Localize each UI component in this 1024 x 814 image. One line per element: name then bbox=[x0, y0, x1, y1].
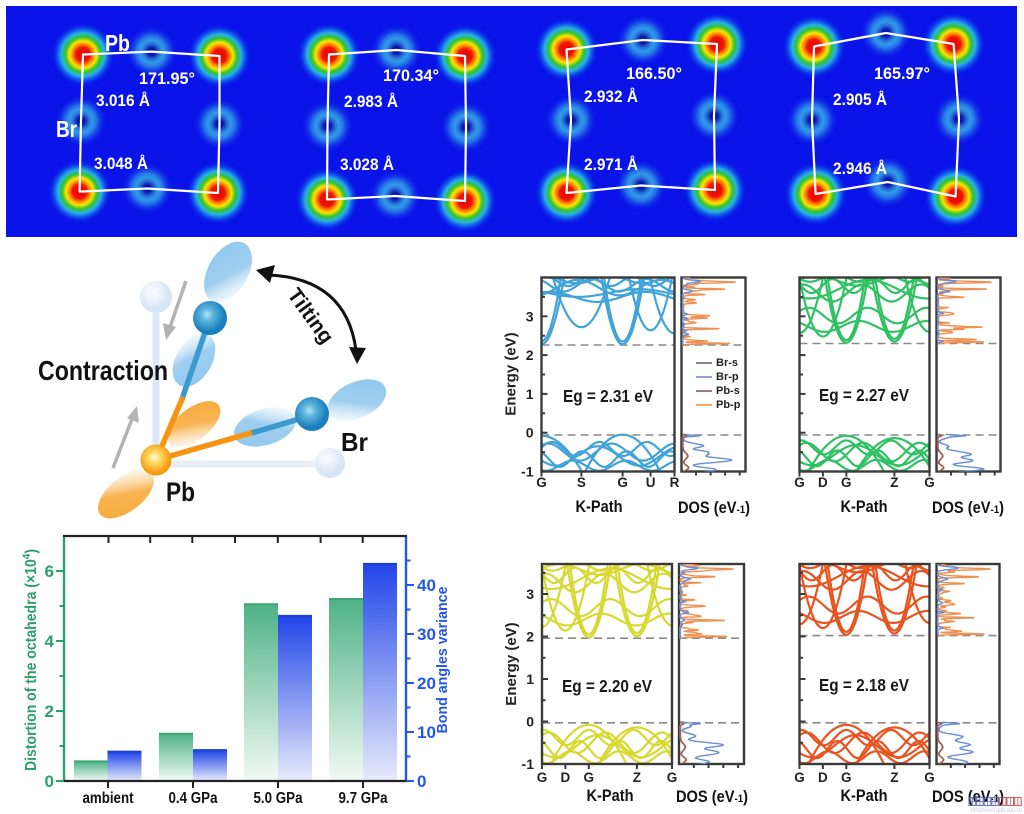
svg-text:6: 6 bbox=[45, 562, 54, 581]
svg-text:D: D bbox=[818, 475, 828, 490]
svg-text:Pb-s: Pb-s bbox=[716, 385, 740, 397]
svg-text:ambient: ambient bbox=[83, 790, 135, 807]
svg-text:2.905 Å: 2.905 Å bbox=[833, 90, 887, 109]
svg-text:Br-p: Br-p bbox=[716, 371, 739, 383]
svg-text:G: G bbox=[667, 770, 678, 785]
svg-text:Bond angles variance: Bond angles variance bbox=[434, 587, 451, 734]
svg-text:Distortion of the octahedra (×: Distortion of the octahedra (×104) bbox=[21, 549, 40, 771]
svg-text:K-Path: K-Path bbox=[841, 787, 888, 805]
svg-text:Z: Z bbox=[890, 475, 898, 490]
svg-text:3.028 Å: 3.028 Å bbox=[340, 155, 394, 174]
svg-text:Eg = 2.31 eV: Eg = 2.31 eV bbox=[563, 386, 653, 406]
svg-text:165.97°: 165.97° bbox=[874, 65, 930, 83]
svg-text:0: 0 bbox=[45, 772, 54, 791]
svg-text:Z: Z bbox=[890, 770, 898, 785]
svg-text:G: G bbox=[536, 475, 547, 490]
svg-text:G: G bbox=[924, 475, 935, 490]
svg-text:DOS (eV-1): DOS (eV-1) bbox=[678, 499, 750, 517]
svg-text:Pb-p: Pb-p bbox=[716, 399, 741, 411]
svg-text:170.34°: 170.34° bbox=[383, 67, 439, 85]
svg-text:DOS (eV-1): DOS (eV-1) bbox=[676, 788, 748, 806]
svg-text:171.95°: 171.95° bbox=[139, 70, 195, 88]
svg-text:2: 2 bbox=[45, 702, 54, 721]
svg-text:Energy (eV): Energy (eV) bbox=[503, 622, 520, 705]
svg-text:D: D bbox=[561, 770, 571, 785]
svg-text:2: 2 bbox=[526, 629, 534, 645]
svg-text:G: G bbox=[794, 475, 805, 490]
svg-text:Contraction: Contraction bbox=[38, 355, 168, 386]
svg-text:U: U bbox=[646, 475, 656, 490]
svg-text:Eg = 2.18 eV: Eg = 2.18 eV bbox=[819, 675, 909, 695]
svg-text:0: 0 bbox=[526, 714, 534, 730]
svg-text:0: 0 bbox=[417, 772, 426, 791]
svg-text:2.971 Å: 2.971 Å bbox=[584, 155, 638, 174]
svg-text:K-Path: K-Path bbox=[841, 498, 888, 516]
svg-text:0: 0 bbox=[526, 425, 534, 441]
svg-text:3: 3 bbox=[526, 308, 534, 324]
svg-text:2.932 Å: 2.932 Å bbox=[584, 87, 638, 106]
svg-text:D: D bbox=[818, 770, 828, 785]
svg-text:Energy (eV): Energy (eV) bbox=[503, 332, 520, 415]
svg-text:40: 40 bbox=[417, 576, 436, 595]
svg-text:2.983 Å: 2.983 Å bbox=[344, 92, 398, 111]
svg-text:DOS (eV-1): DOS (eV-1) bbox=[932, 499, 1004, 517]
svg-text:20: 20 bbox=[417, 674, 436, 693]
svg-text:G: G bbox=[924, 770, 935, 785]
svg-text:Z: Z bbox=[633, 770, 641, 785]
svg-text:1: 1 bbox=[526, 386, 534, 402]
svg-text:3.048 Å: 3.048 Å bbox=[94, 154, 148, 173]
svg-text:R: R bbox=[670, 475, 680, 490]
svg-text:Pb: Pb bbox=[166, 477, 195, 507]
svg-text:3.016 Å: 3.016 Å bbox=[96, 91, 150, 110]
svg-text:S: S bbox=[577, 475, 586, 490]
svg-text:3: 3 bbox=[526, 586, 534, 602]
svg-text:0.4 GPa: 0.4 GPa bbox=[169, 790, 218, 807]
svg-text:G: G bbox=[617, 475, 628, 490]
svg-text:G: G bbox=[841, 475, 852, 490]
svg-text:Pb: Pb bbox=[105, 30, 130, 56]
svg-text:Eg = 2.20 eV: Eg = 2.20 eV bbox=[562, 676, 652, 696]
svg-text:httn׃//news.qdu.edu.cn: httn׃//news.qdu.edu.cn bbox=[971, 808, 1022, 814]
svg-text:9.7 GPa: 9.7 GPa bbox=[339, 790, 388, 807]
svg-text:-1: -1 bbox=[521, 464, 534, 480]
svg-text:-1: -1 bbox=[522, 756, 535, 772]
svg-text:Br: Br bbox=[56, 116, 77, 142]
svg-text:10: 10 bbox=[417, 723, 436, 742]
svg-text:K-Path: K-Path bbox=[587, 787, 634, 805]
svg-text:K-Path: K-Path bbox=[576, 498, 623, 516]
svg-text:Br: Br bbox=[341, 427, 368, 457]
svg-text:G: G bbox=[841, 770, 852, 785]
svg-text:G: G bbox=[794, 770, 805, 785]
svg-text:2.946 Å: 2.946 Å bbox=[833, 159, 887, 178]
svg-text:1: 1 bbox=[526, 671, 534, 687]
svg-text:Br-s: Br-s bbox=[716, 357, 738, 369]
svg-text:30: 30 bbox=[417, 625, 436, 644]
svg-text:5.0 GPa: 5.0 GPa bbox=[254, 790, 303, 807]
svg-text:G: G bbox=[537, 770, 548, 785]
svg-text:G: G bbox=[584, 770, 595, 785]
svg-text:Eg = 2.27 eV: Eg = 2.27 eV bbox=[819, 385, 909, 405]
svg-text:166.50°: 166.50° bbox=[626, 65, 682, 83]
svg-text:2: 2 bbox=[526, 347, 534, 363]
svg-text:4: 4 bbox=[45, 632, 55, 651]
